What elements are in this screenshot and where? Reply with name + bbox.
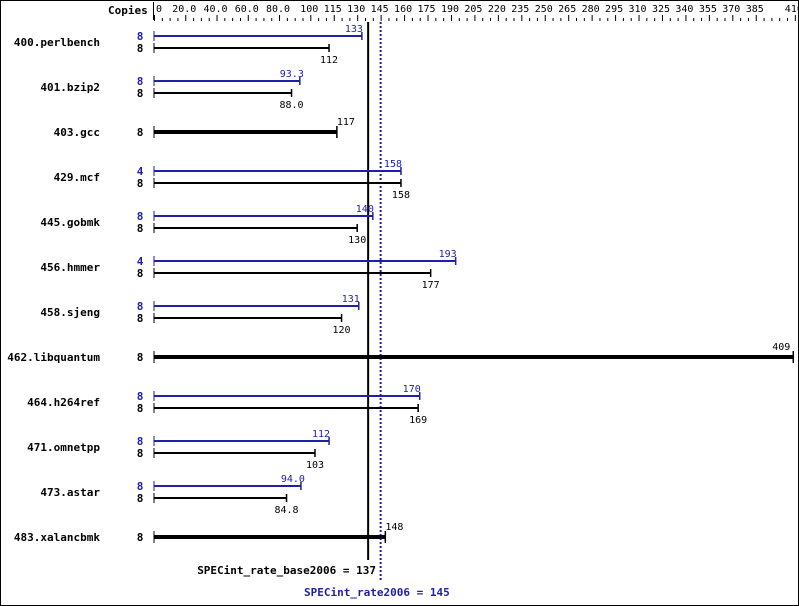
benchmark-label: 445.gobmk <box>40 216 100 229</box>
peak-copies: 4 <box>137 255 144 268</box>
base-value-label: 158 <box>392 190 410 201</box>
peak-copies: 8 <box>137 390 144 403</box>
benchmark-label: 458.sjeng <box>40 306 100 319</box>
base-copies: 8 <box>137 267 144 280</box>
tick-label: 100 <box>300 4 318 15</box>
peak-value-label: 94.0 <box>281 474 305 485</box>
peak-score-label: SPECint_rate2006 = 145 <box>304 586 450 599</box>
tick-label: 385 <box>746 4 764 15</box>
peak-value-label: 133 <box>345 24 363 35</box>
tick-label: 235 <box>511 4 529 15</box>
tick-label: 130 <box>347 4 365 15</box>
peak-copies: 8 <box>137 435 144 448</box>
benchmark-label: 403.gcc <box>54 126 100 139</box>
benchmark-label: 401.bzip2 <box>40 81 100 94</box>
peak-copies: 8 <box>137 210 144 223</box>
base-copies: 8 <box>137 42 144 55</box>
tick-label: 145 <box>371 4 389 15</box>
base-value-label: 148 <box>385 522 403 533</box>
base-value-label: 112 <box>320 55 338 66</box>
tick-label: 355 <box>699 4 717 15</box>
base-copies: 8 <box>137 531 144 544</box>
tick-label: 220 <box>488 4 506 15</box>
tick-label: 60.0 <box>235 4 259 15</box>
base-copies: 8 <box>137 402 144 415</box>
benchmark-label: 471.omnetpp <box>27 441 100 454</box>
peak-value-label: 193 <box>439 249 457 260</box>
peak-value-label: 131 <box>342 294 360 305</box>
peak-value-label: 140 <box>356 204 374 215</box>
benchmark-label: 473.astar <box>40 486 100 499</box>
tick-label: 205 <box>464 4 482 15</box>
peak-value-label: 170 <box>403 384 421 395</box>
tick-label: 250 <box>535 4 553 15</box>
base-copies: 8 <box>137 126 144 139</box>
peak-copies: 4 <box>137 165 144 178</box>
base-copies: 8 <box>137 447 144 460</box>
base-copies: 8 <box>137 87 144 100</box>
base-value-label: 409 <box>772 342 790 353</box>
tick-label: 0 <box>156 4 162 15</box>
tick-label: 40.0 <box>203 4 227 15</box>
base-copies: 8 <box>137 312 144 325</box>
tick-label: 340 <box>675 4 693 15</box>
base-copies: 8 <box>137 222 144 235</box>
tick-label: 175 <box>417 4 435 15</box>
base-value-label: 169 <box>409 415 427 426</box>
peak-copies: 8 <box>137 30 144 43</box>
tick-label: 265 <box>558 4 576 15</box>
tick-label: 410 <box>785 4 799 15</box>
base-score-label: SPECint_rate_base2006 = 137 <box>197 564 376 577</box>
base-copies: 8 <box>137 492 144 505</box>
benchmark-label: 464.h264ref <box>27 396 100 409</box>
tick-label: 190 <box>441 4 459 15</box>
tick-label: 160 <box>394 4 412 15</box>
tick-label: 115 <box>324 4 342 15</box>
peak-copies: 8 <box>137 480 144 493</box>
base-copies: 8 <box>137 351 144 364</box>
peak-value-label: 158 <box>384 159 402 170</box>
benchmark-label: 456.hmmer <box>40 261 100 274</box>
tick-label: 370 <box>722 4 740 15</box>
tick-label: 295 <box>605 4 623 15</box>
tick-label: 80.0 <box>266 4 290 15</box>
base-copies: 8 <box>137 177 144 190</box>
base-value-label: 117 <box>337 117 355 128</box>
benchmark-label: 483.xalancbmk <box>14 531 100 544</box>
peak-copies: 8 <box>137 300 144 313</box>
base-value-label: 177 <box>422 280 440 291</box>
tick-label: 310 <box>628 4 646 15</box>
base-value-label: 84.8 <box>274 505 298 516</box>
benchmark-label: 429.mcf <box>54 171 100 184</box>
base-value-label: 103 <box>306 460 324 471</box>
tick-label: 20.0 <box>172 4 196 15</box>
benchmark-label: 400.perlbench <box>14 36 100 49</box>
tick-label: 280 <box>582 4 600 15</box>
peak-value-label: 112 <box>312 429 330 440</box>
base-value-label: 88.0 <box>279 100 303 111</box>
peak-copies: 8 <box>137 75 144 88</box>
benchmark-label: 462.libquantum <box>7 351 100 364</box>
peak-value-label: 93.3 <box>280 69 304 80</box>
base-value-label: 130 <box>348 235 366 246</box>
base-value-label: 120 <box>333 325 351 336</box>
tick-label: 325 <box>652 4 670 15</box>
copies-header: Copies <box>108 4 148 17</box>
